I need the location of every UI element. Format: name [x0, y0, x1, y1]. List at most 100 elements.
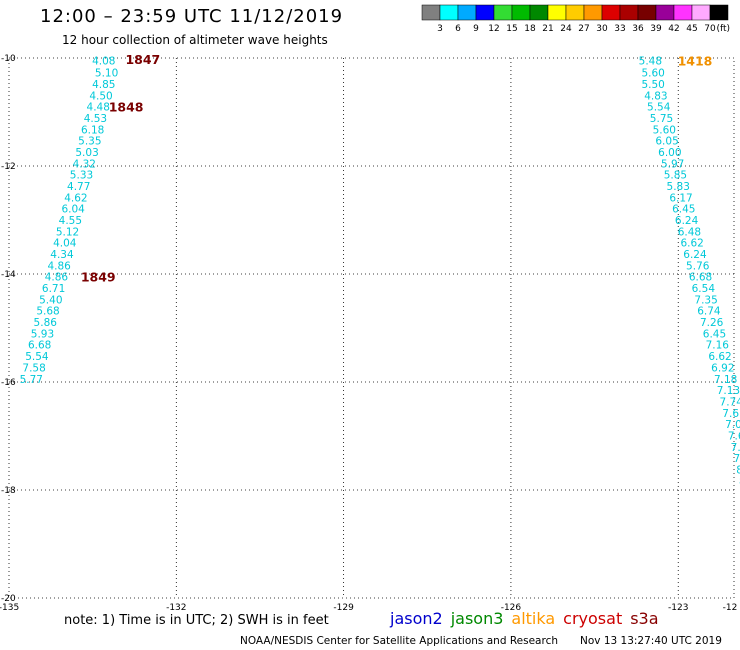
wave-height-value: 7.97: [733, 453, 740, 465]
wave-height-value: 4.32: [73, 158, 96, 170]
wave-height-value: 5.76: [686, 260, 710, 272]
satellite-jason3: jason3: [450, 609, 504, 628]
credit-line: NOAA/NESDIS Center for Satellite Applica…: [240, 635, 558, 647]
legend-label: 33: [614, 24, 625, 34]
legend-label: 6: [455, 24, 461, 34]
wave-height-value: 5.86: [34, 317, 58, 329]
map-frame: [8, 57, 735, 599]
wave-height-value: 4.53: [84, 113, 107, 125]
graticule: [8, 57, 735, 599]
lon-tick-label: -123: [668, 603, 688, 613]
wave-height-value: 6.45: [672, 204, 695, 216]
lat-tick-label: -10: [1, 54, 16, 64]
wave-height-value: 6.68: [689, 272, 712, 284]
lat-tick-label: -18: [1, 486, 16, 496]
wave-height-value: 5.54: [647, 102, 671, 114]
legend-label: 3: [437, 24, 443, 34]
wave-height-value: 4.50: [89, 90, 112, 102]
legend-label: 27: [578, 24, 589, 34]
wave-height-value: 5.03: [75, 147, 98, 159]
satellite-s3a: s3a: [630, 609, 659, 628]
wave-height-value: 7.18: [714, 374, 737, 386]
wave-height-value: 5.35: [78, 136, 101, 148]
map-title: 12:00 – 23:59 UTC 11/12/2019: [40, 6, 344, 27]
wave-height-value: 4.86: [45, 272, 69, 284]
wave-height-value: 5.12: [56, 226, 79, 238]
generated-timestamp: Nov 13 13:27:40 UTC 2019: [580, 635, 722, 647]
satellite-legend: jason2 jason3 altika cryosat s3a: [390, 609, 667, 628]
wave-height-value: 4.34: [50, 249, 74, 261]
wave-height-value: 4.04: [53, 238, 77, 250]
legend-label: 39: [650, 24, 662, 34]
wave-height-value: 5.75: [650, 113, 673, 125]
lon-tick-label: -129: [333, 603, 354, 613]
wave-height-value: 5.83: [667, 181, 690, 193]
legend-label: 9: [473, 24, 479, 34]
pass-time-label: 1849: [81, 270, 116, 285]
legend-label: 18: [524, 24, 536, 34]
wave-height-value: 4.08: [92, 56, 115, 68]
wave-height-value: 4.48: [87, 102, 110, 114]
legend-label: 15: [506, 24, 517, 34]
wave-height-value: 6.24: [675, 215, 699, 227]
wave-height-value: 5.54: [25, 351, 49, 363]
wave-height-value: 7.13: [717, 385, 740, 397]
wave-height-value: 4.83: [644, 90, 667, 102]
wave-height-value: 7.62: [728, 430, 740, 442]
wave-height-value: 6.54: [692, 283, 716, 295]
wave-height-value: 6.17: [669, 192, 692, 204]
wave-height-value: 7.61: [722, 408, 740, 420]
wave-height-value: 7.26: [700, 317, 724, 329]
wave-height-value: 4.55: [59, 215, 82, 227]
lon-tick-label: -135: [0, 603, 19, 613]
satellite-altika: altika: [511, 609, 556, 628]
wave-height-value: 5.77: [20, 374, 43, 386]
wave-height-value: 6.00: [658, 147, 681, 159]
wave-height-value: 5.93: [31, 328, 54, 340]
wave-height-value: 5.40: [39, 294, 62, 306]
lon-tick-label: -126: [501, 603, 522, 613]
wave-height-value: 5.97: [661, 158, 684, 170]
wave-height-value: 4.62: [64, 192, 87, 204]
lon-tick-label: -12: [723, 603, 738, 613]
wave-height-value: 4.86: [47, 260, 71, 272]
legend-label: 70: [704, 24, 716, 34]
legend-label: 45: [686, 24, 697, 34]
pass-time-label: 1417: [739, 213, 740, 228]
wave-height-value: 4.77: [67, 181, 90, 193]
lat-tick-label: -14: [1, 270, 16, 280]
legend-unit: (ft): [716, 24, 730, 34]
wave-height-value: 6.62: [708, 351, 731, 363]
wave-height-value: 5.33: [70, 170, 93, 182]
lat-tick-label: -20: [1, 594, 16, 604]
satellite-cryosat: cryosat: [563, 609, 623, 628]
wave-height-value: 6.62: [680, 238, 703, 250]
map-subtitle: 12 hour collection of altimeter wave hei…: [62, 33, 328, 47]
legend-label: 42: [668, 24, 679, 34]
legend-label: 24: [560, 24, 572, 34]
wave-height-value: 5.60: [641, 68, 664, 80]
wave-height-value: 6.48: [678, 226, 701, 238]
wave-height-value: 6.18: [81, 124, 104, 136]
legend-label: 36: [632, 24, 644, 34]
wave-height-value: 7.08: [725, 419, 740, 431]
legend-label: 21: [542, 24, 553, 34]
wave-height-value: 5.48: [639, 56, 662, 68]
lat-tick-label: -16: [1, 378, 16, 388]
wave-height-value: 6.74: [697, 306, 721, 318]
wave-height-value: 4.85: [92, 79, 115, 91]
legend-label: 30: [596, 24, 608, 34]
wave-height-value: 8.44: [736, 464, 740, 476]
wave-height-value: 5.85: [664, 170, 687, 182]
wave-height-value: 5.60: [653, 124, 676, 136]
legend-swatch: [709, 4, 729, 21]
satellite-jason2: jason2: [390, 609, 443, 628]
pass-time-label: 1847: [125, 52, 160, 67]
wave-height-value: 7.58: [22, 362, 45, 374]
wave-height-value: 6.71: [42, 283, 65, 295]
legend-label: 12: [488, 24, 499, 34]
pass-time-label: 1418: [678, 54, 713, 69]
wave-height-value: 7.35: [694, 294, 717, 306]
wave-height-value: 6.92: [711, 362, 734, 374]
